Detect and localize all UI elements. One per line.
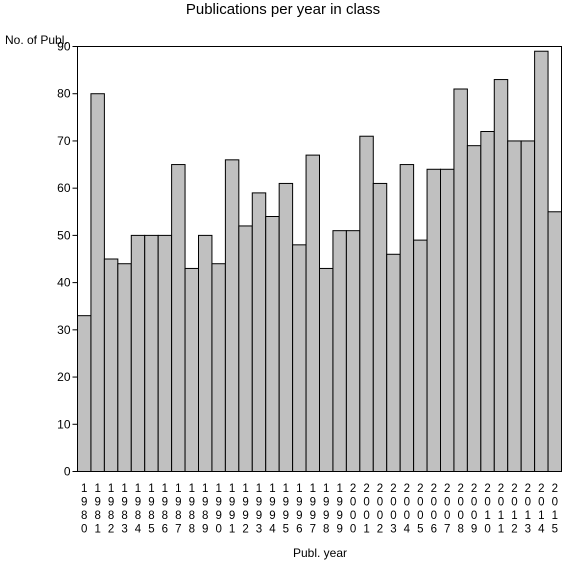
bar: [130, 234, 146, 472]
y-tick-label: 50: [57, 228, 71, 242]
bar: [238, 225, 253, 472]
bar: [359, 135, 374, 472]
bar: [157, 234, 173, 472]
bar: [426, 168, 441, 472]
y-tick-label: 10: [57, 417, 71, 431]
y-tick-label: 40: [57, 276, 71, 290]
bar: [453, 88, 468, 472]
y-tick-label: 60: [57, 181, 71, 195]
bar: [305, 154, 320, 472]
bar: [184, 267, 200, 473]
y-axis-ticks: 0 10 20 30 40 50 60 70 80 90: [57, 40, 78, 479]
bar: [77, 315, 92, 472]
y-tick-label: 20: [57, 370, 71, 384]
bar: [332, 230, 347, 472]
bar: [144, 234, 159, 472]
bar: [480, 131, 495, 472]
bar: [466, 145, 482, 473]
plot-frame: [77, 46, 562, 472]
bar: [507, 140, 522, 472]
bar: [372, 182, 388, 472]
bar: [171, 164, 186, 473]
x-axis-label: Publ. year: [293, 546, 347, 560]
bar: [292, 244, 307, 472]
bar: [224, 159, 240, 472]
bar: [413, 239, 428, 472]
bar: [198, 234, 213, 472]
bar: [345, 230, 361, 472]
bar: [211, 263, 226, 472]
bar: [90, 93, 105, 472]
y-tick-label: 90: [57, 40, 71, 54]
bar: [117, 263, 132, 472]
bar: [534, 50, 549, 472]
bars: [77, 50, 562, 473]
bar: [547, 211, 562, 472]
x-axis-ticks: 1 9 8 0 1 9 8 1 1 9 8 2 1 9 8 3 1 9 8 4 1 9 8 5 1 9 8 6 1 9 8 7 1 9 8 8 1 9 8 9…: [81, 483, 558, 536]
y-tick-label: 70: [57, 134, 71, 148]
bar: [278, 182, 294, 472]
bar: [399, 164, 415, 473]
bar: [440, 168, 455, 472]
bar: [493, 79, 509, 473]
y-axis-label: No. of Publ.: [5, 33, 68, 47]
bar: [319, 267, 334, 473]
y-tick-label: 80: [57, 87, 71, 101]
y-tick-label: 30: [57, 323, 71, 337]
chart-title: Publications per year in class: [186, 1, 380, 18]
bar: [251, 192, 267, 472]
bar: [386, 253, 401, 472]
bar: [520, 140, 536, 472]
bar: [265, 216, 280, 472]
y-tick-label: 0: [64, 465, 71, 479]
bar: [103, 258, 119, 472]
